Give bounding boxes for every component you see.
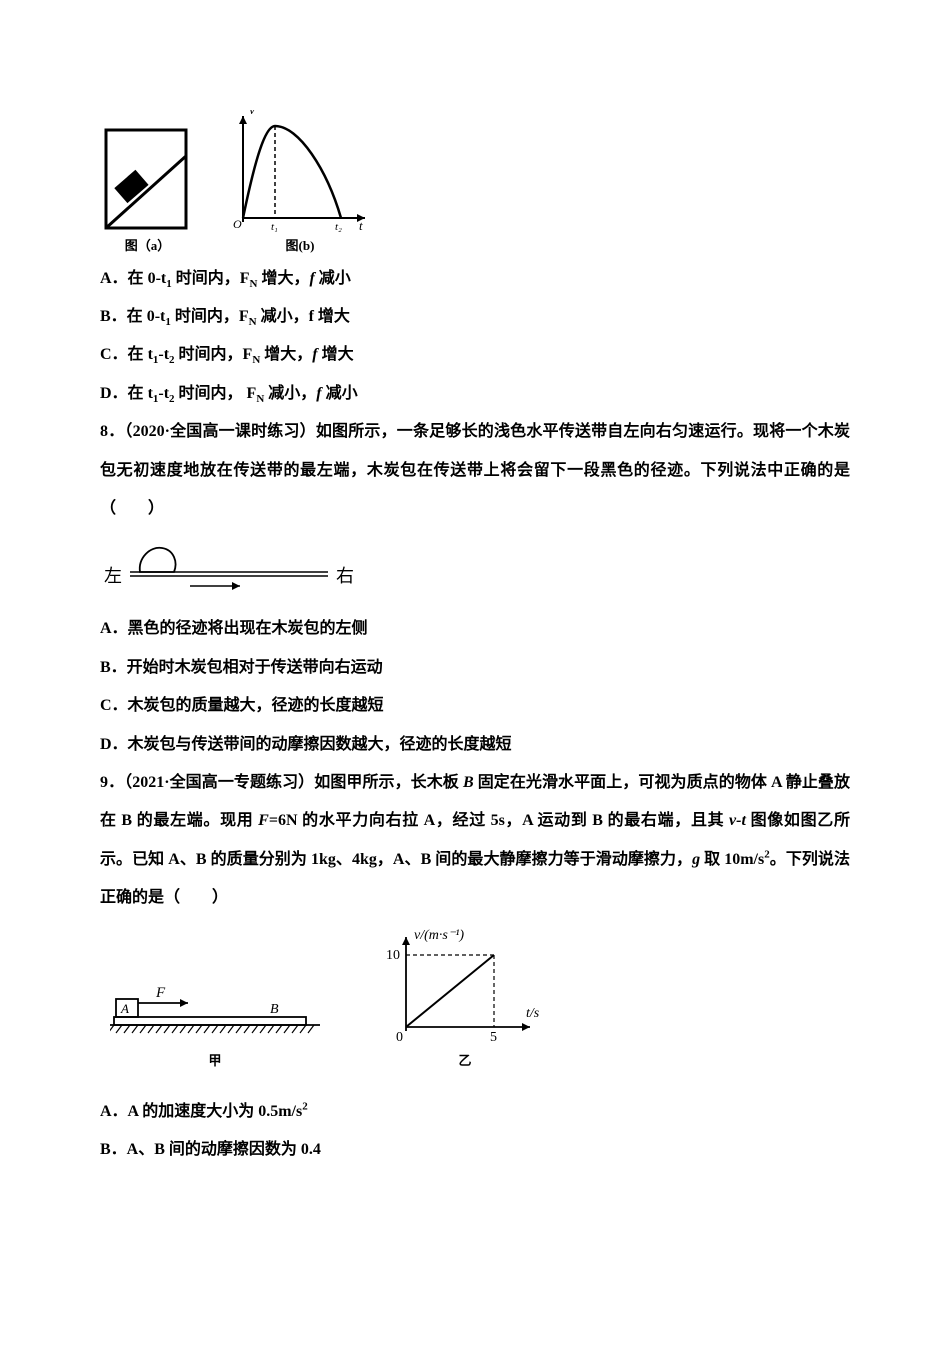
tick-t1: t₁ (271, 221, 278, 233)
tick-t2: t₂ (335, 221, 342, 233)
q8-left-label: 左 (104, 566, 122, 586)
q9-xlabel: t/s (526, 1006, 540, 1021)
figure-a-svg (100, 126, 195, 236)
q7-figures: 图（a） v O t₁ t₂ t 图(b) (100, 110, 850, 254)
q9-figures: A F B 甲 v/(m·s⁻¹) (110, 927, 850, 1069)
worksheet-page: 图（a） v O t₁ t₂ t 图(b) A．在 (0, 0, 950, 1345)
axis-t-label: t (359, 218, 363, 233)
q9-option-b: B．A、B 间的动摩擦因数为 0.4 (100, 1131, 850, 1169)
q9-xmax: 5 (490, 1030, 497, 1045)
figure-b-svg: v O t₁ t₂ t (225, 110, 375, 236)
q9-jia-caption: 甲 (110, 1053, 320, 1069)
q9-yi-caption: 乙 (370, 1053, 560, 1069)
q7-option-b: B．在 0-t1 时间内，FN 减小，f 增大 (100, 298, 850, 336)
q9-option-a: A．A 的加速度大小为 0.5m/s2 (100, 1093, 850, 1131)
q8-option-d: D．木炭包与传送带间的动摩擦因数越大，径迹的长度越短 (100, 726, 850, 764)
figure-a-caption: 图（a） (100, 238, 195, 254)
figure-b-caption: 图(b) (225, 238, 375, 254)
q9-label-F: F (155, 985, 166, 1001)
q8-right-label: 右 (336, 566, 354, 586)
figure-a-block: 图（a） (100, 126, 195, 254)
q8-stem: 8．（2020·全国高一课时练习）如图所示，一条足够长的浅色水平传送带自左向右匀… (100, 413, 850, 528)
q8-option-b: B．开始时木炭包相对于传送带向右运动 (100, 649, 850, 687)
q8-option-a: A．黑色的径迹将出现在木炭包的左侧 (100, 610, 850, 648)
axis-origin: O (233, 217, 242, 231)
figure-b-block: v O t₁ t₂ t 图(b) (225, 110, 375, 254)
q9-stem: 9．（2021·全国高一专题练习）如图甲所示，长木板 B 固定在光滑水平面上，可… (100, 764, 850, 918)
q9-ymax: 10 (386, 948, 400, 963)
q9-label-B: B (270, 1002, 279, 1017)
q8-option-c: C．木炭包的质量越大，径迹的长度越短 (100, 687, 850, 725)
q9-ylabel: v/(m·s⁻¹) (414, 928, 464, 943)
q9-jia-svg: A F B (110, 981, 320, 1047)
q9-yi-svg: v/(m·s⁻¹) 10 0 5 t/s (370, 927, 560, 1047)
q9-origin: 0 (396, 1030, 403, 1045)
q9-fig-jia: A F B 甲 (110, 981, 320, 1069)
q9-label-A: A (120, 1001, 129, 1016)
axis-v-label: v (249, 110, 256, 118)
q8-figure: 左 右 (100, 536, 850, 602)
q7-option-c: C．在 t1-t2 时间内，FN 增大，f 增大 (100, 336, 850, 374)
q9-fig-yi: v/(m·s⁻¹) 10 0 5 t/s 乙 (370, 927, 560, 1069)
q7-option-a: A．在 0-t1 时间内，FN 增大，f 减小 (100, 260, 850, 298)
q7-option-d: D．在 t1-t2 时间内， FN 减小，f 减小 (100, 375, 850, 413)
q8-svg: 左 右 (100, 536, 360, 602)
